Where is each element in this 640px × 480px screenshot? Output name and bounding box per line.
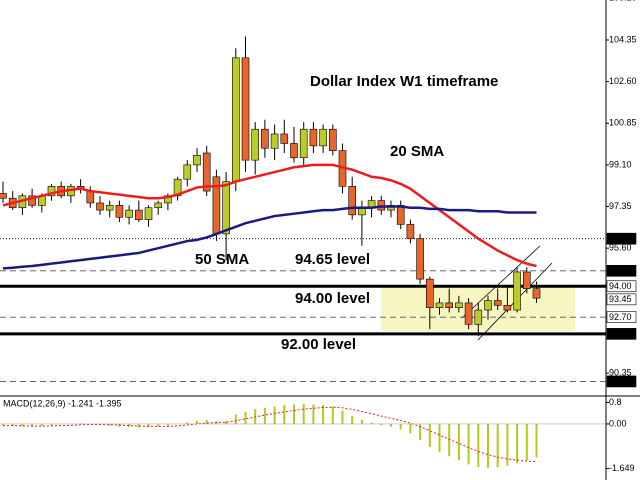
candle-body (105, 205, 114, 211)
candle-body (47, 186, 56, 197)
sma-line (2, 163, 537, 268)
level-label: 94.65 (609, 266, 632, 276)
y-tick-label: 90.35 (609, 367, 632, 377)
candle-body (28, 195, 36, 206)
y-tick-label: 102.60 (609, 76, 637, 86)
candle-body (125, 209, 133, 218)
sma-line (2, 205, 537, 270)
candle-body (406, 224, 415, 239)
candle-body (241, 57, 250, 161)
annotation: 94.65 level (295, 251, 370, 268)
level-box (606, 375, 637, 388)
level-box (606, 280, 637, 293)
candle-body (0, 193, 7, 199)
candle-body (513, 271, 521, 311)
y-tick-label: 104.35 (609, 34, 637, 44)
candle-body (522, 271, 531, 289)
candle-body (416, 238, 424, 280)
candle-body (299, 128, 308, 159)
channel-line (461, 245, 541, 319)
candle-body (493, 300, 502, 306)
chart-title: Dollar Index W1 timeframe (310, 73, 498, 90)
candle-body (270, 133, 279, 149)
level-box (606, 264, 637, 277)
level-label: 94.00 (609, 281, 632, 291)
level-label: 92.70 (609, 312, 632, 322)
annotation: 94.00 level (295, 290, 370, 307)
level-box (606, 328, 637, 340)
level-label: 92.00 (609, 329, 632, 339)
candle-body (135, 209, 143, 220)
candle-body (348, 186, 357, 216)
y-tick-label: 100.85 (609, 118, 637, 128)
candle-body (484, 300, 492, 311)
candle-body (445, 302, 454, 308)
candle-body (319, 128, 327, 147)
candle-body (202, 152, 211, 192)
level-label: 96.00 (609, 234, 632, 244)
level-box (606, 293, 637, 306)
annotation: 92.00 level (281, 336, 356, 353)
candle-body (222, 181, 230, 235)
candle-body (503, 304, 512, 311)
level-box (606, 311, 637, 323)
y-tick-label: 97.35 (609, 201, 632, 211)
annotation: 50 SMA (195, 251, 249, 268)
macd-title: MACD(12,26,9) -1.241 -1.395 (3, 398, 122, 408)
candle-body (309, 128, 318, 147)
y-tick-label: 99.10 (609, 159, 632, 169)
candle-body (115, 205, 124, 218)
candle-body (144, 207, 153, 220)
candle-body (464, 302, 473, 325)
candle-body (183, 164, 192, 180)
signal-line (3, 406, 537, 463)
candle-body (435, 302, 444, 308)
candle-body (328, 128, 337, 151)
y-tick-label: 0.8 (609, 397, 622, 407)
candle-body (86, 190, 95, 204)
candle-body (396, 205, 405, 225)
candle-body (193, 155, 201, 166)
candle-body (455, 302, 463, 308)
annotation: 20 SMA (390, 143, 444, 160)
y-tick-label: -1.649 (609, 463, 635, 473)
candle-body (154, 202, 162, 209)
candle-body (251, 128, 259, 161)
candle-body (232, 57, 240, 182)
level-label: 90.00 (609, 376, 632, 386)
candle-body (96, 202, 104, 211)
candle-body (280, 133, 289, 144)
y-tick-label: 0.00 (609, 418, 627, 428)
candle-body (425, 278, 434, 308)
y-tick-label: 95.60 (609, 243, 632, 253)
candle-body (474, 309, 483, 325)
level-box (606, 232, 637, 245)
y-tick-label: 106.10 (609, 0, 637, 3)
level-label: 93.45 (609, 294, 632, 304)
candle-body (290, 143, 298, 159)
candle-body (532, 288, 541, 299)
candle-body (261, 128, 269, 149)
